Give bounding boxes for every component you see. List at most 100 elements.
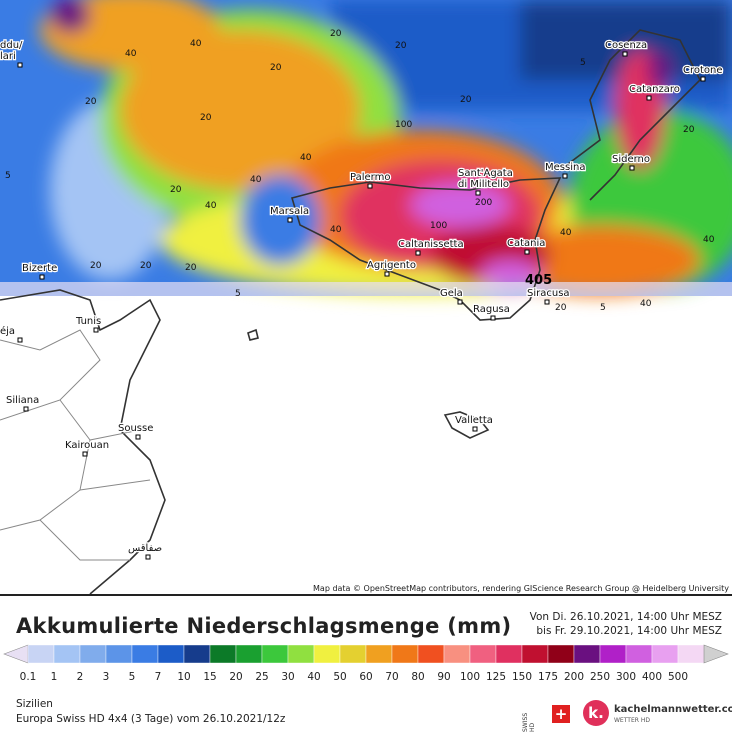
city-label: Caltanissetta bbox=[398, 239, 464, 250]
contour-label: 20 bbox=[555, 303, 567, 313]
contour-label: 40 bbox=[125, 49, 137, 59]
city-label: ddu/ bbox=[0, 40, 23, 51]
contour-label: 5 bbox=[235, 289, 241, 299]
legend-swatch bbox=[131, 644, 159, 664]
city-marker bbox=[457, 299, 463, 305]
city-marker bbox=[17, 62, 23, 68]
legend-label: 90 bbox=[437, 671, 450, 683]
city-marker bbox=[490, 315, 496, 321]
legend-label: 100 bbox=[460, 671, 480, 683]
legend-swatch bbox=[651, 644, 679, 664]
contour-label: 20 bbox=[460, 95, 472, 105]
attribution: Map data © OpenStreetMap contributors, r… bbox=[313, 584, 729, 593]
swiss-label: SWISS HD bbox=[522, 712, 536, 732]
city-label: Catanzaro bbox=[629, 84, 680, 95]
legend-swatch bbox=[547, 644, 575, 664]
legend-swatch bbox=[313, 644, 341, 664]
city-label: Agrigento bbox=[367, 260, 416, 271]
legend-label: 50 bbox=[333, 671, 346, 683]
coastlines bbox=[0, 29, 701, 594]
city-label: Ragusa bbox=[473, 304, 510, 315]
legend-swatch bbox=[209, 644, 237, 664]
legend-swatch bbox=[105, 644, 133, 664]
contour-label: 20 bbox=[85, 97, 97, 107]
city-marker bbox=[82, 451, 88, 457]
legend-swatch bbox=[573, 644, 601, 664]
swiss-flag: + bbox=[552, 705, 570, 723]
contour-label: 20 bbox=[330, 29, 342, 39]
legend-label: 200 bbox=[564, 671, 584, 683]
legend-swatch bbox=[183, 644, 211, 664]
city-label: صفاقس bbox=[128, 543, 162, 554]
city-label: di Militello bbox=[458, 179, 509, 190]
title: Akkumulierte Niederschlagsmenge (mm) bbox=[16, 614, 512, 638]
city-label: Palermo bbox=[350, 172, 390, 183]
city-label: Bizerte bbox=[22, 263, 57, 274]
city-marker bbox=[622, 51, 628, 57]
legend-label: 10 bbox=[177, 671, 190, 683]
legend-swatch bbox=[287, 644, 315, 664]
legend-swatch bbox=[53, 644, 81, 664]
legend-label: 300 bbox=[616, 671, 636, 683]
city-marker bbox=[646, 95, 652, 101]
legend-swatch bbox=[235, 644, 263, 664]
legend-label: 175 bbox=[538, 671, 558, 683]
city-label: Tunis bbox=[75, 316, 101, 327]
city-label: éja bbox=[0, 325, 15, 337]
city-marker bbox=[700, 76, 706, 82]
city-marker bbox=[145, 554, 151, 560]
divider bbox=[0, 594, 732, 596]
date-to: bis Fr. 29.10.2021, 14:00 Uhr MESZ bbox=[536, 625, 722, 637]
contour-label: 20 bbox=[395, 41, 407, 51]
contour-label: 40 bbox=[640, 299, 652, 309]
date-from: Von Di. 26.10.2021, 14:00 Uhr MESZ bbox=[529, 611, 722, 623]
legend-swatch bbox=[599, 644, 627, 664]
legend-label: 60 bbox=[359, 671, 372, 683]
legend-swatch bbox=[27, 644, 55, 664]
contour-label: 40 bbox=[205, 201, 217, 211]
city-label: Crotone bbox=[683, 65, 723, 76]
contour-label: 40 bbox=[703, 235, 715, 245]
contour-label: 20 bbox=[170, 185, 182, 195]
legend-swatch bbox=[391, 644, 419, 664]
max-value-label: 405 bbox=[525, 273, 552, 288]
legend-label: 20 bbox=[229, 671, 242, 683]
legend-swatch bbox=[79, 644, 107, 664]
contour-label: 40 bbox=[300, 153, 312, 163]
city-label: Sant'Agata bbox=[458, 168, 513, 179]
city-marker bbox=[287, 217, 293, 223]
legend-label: 30 bbox=[281, 671, 294, 683]
contour-labels: 40 20 40 20 20 5 20 40 100 20 20 40 200 100 40 40 20 5 5 20… bbox=[5, 29, 715, 313]
contour-label: 20 bbox=[185, 263, 197, 273]
city-marker bbox=[544, 299, 550, 305]
legend-swatch bbox=[339, 644, 367, 664]
legend-label: 150 bbox=[512, 671, 532, 683]
contour-label: 100 bbox=[395, 120, 412, 130]
city-marker bbox=[39, 274, 45, 280]
contour-label: 40 bbox=[250, 175, 262, 185]
city-marker bbox=[524, 249, 530, 255]
legend-swatch bbox=[417, 644, 445, 664]
legend-label: 70 bbox=[385, 671, 398, 683]
city-marker bbox=[562, 173, 568, 179]
brand: kachelmannwetter.com bbox=[614, 704, 732, 715]
city-marker bbox=[93, 327, 99, 333]
city-marker bbox=[629, 165, 635, 171]
city-label: Marsala bbox=[270, 206, 309, 217]
city-marker bbox=[384, 271, 390, 277]
legend-swatch bbox=[443, 644, 471, 664]
city-marker bbox=[415, 250, 421, 256]
legend-label: 15 bbox=[203, 671, 216, 683]
contour-label: 20 bbox=[140, 261, 152, 271]
model: Europa Swiss HD 4x4 (3 Tage) vom 26.10.2… bbox=[16, 713, 286, 725]
contour-label: 40 bbox=[560, 228, 572, 238]
legend-label: 250 bbox=[590, 671, 610, 683]
precipitation-field bbox=[0, 0, 732, 296]
city-label: Siracusa bbox=[527, 288, 570, 299]
dates: Von Di. 26.10.2021, 14:00 Uhr MESZ bis Fr… bbox=[530, 610, 722, 638]
legend: 0.1 1 2 3 5 7 10 15 20 25 30 40 50 60 70 80 90 100 125 150 1… bbox=[3, 644, 729, 683]
city-marker bbox=[367, 183, 373, 189]
city-label: Sousse bbox=[118, 423, 153, 434]
